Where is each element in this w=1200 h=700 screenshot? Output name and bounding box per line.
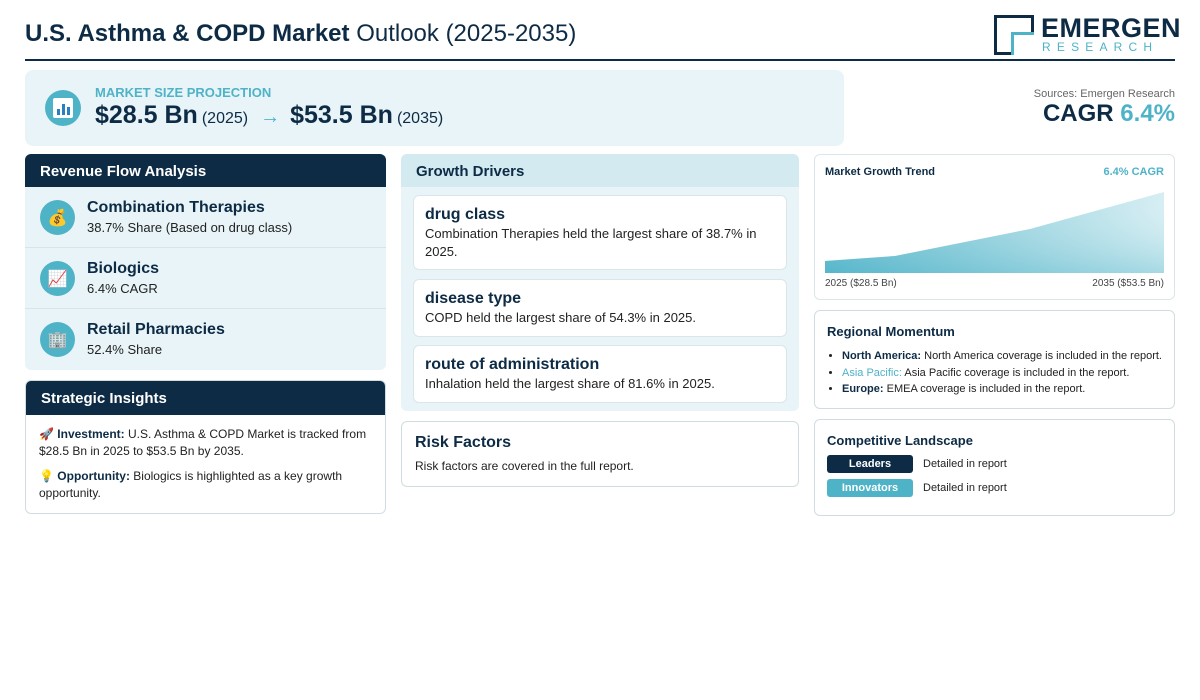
growth-drivers-title: Growth Drivers xyxy=(401,154,799,187)
sources-text: Sources: Emergen Research xyxy=(1033,88,1175,100)
page-title: U.S. Asthma & COPD Market Outlook (2025-… xyxy=(25,20,576,48)
list-item: Europe: EMEA coverage is included in the… xyxy=(842,381,1162,398)
page-header: U.S. Asthma & COPD Market Outlook (2025-… xyxy=(25,12,1181,61)
building-icon: 🏢 xyxy=(40,322,75,357)
chart-up-icon: 📈 xyxy=(40,261,75,296)
driver-card: drug class Combination Therapies held th… xyxy=(413,195,787,270)
money-bag-icon: 💰 xyxy=(40,200,75,235)
market-growth-trend-panel: Market Growth Trend 6.4% CAGR 2025 ($28.… xyxy=(814,154,1175,300)
rev-item-title: Biologics xyxy=(87,260,160,277)
logo-name: EMERGEN xyxy=(1041,13,1182,43)
risk-factors-title: Risk Factors xyxy=(415,434,512,451)
bar-chart-icon xyxy=(45,90,81,126)
list-item: 🏢 Retail Pharmacies 52.4% Share xyxy=(25,309,386,370)
rev-item-sub: 52.4% Share xyxy=(87,342,163,357)
rev-item-sub: 38.7% Share (Based on drug class) xyxy=(87,220,293,235)
projection-label: MARKET SIZE PROJECTION xyxy=(95,85,272,100)
arrow-right-icon: → xyxy=(260,106,281,128)
innovators-text: Detailed in report xyxy=(923,482,1007,494)
list-item: 📈 Biologics 6.4% CAGR xyxy=(25,248,386,309)
projection-values: $28.5 Bn (2025) → $53.5 Bn (2035) xyxy=(95,101,443,130)
end-year: (2035) xyxy=(396,110,444,127)
opportunity-label: Opportunity: xyxy=(57,469,130,483)
title-bold: U.S. Asthma & COPD Market xyxy=(25,20,350,47)
leaders-text: Detailed in report xyxy=(923,458,1007,470)
competitive-landscape-panel: Competitive Landscape Leaders Detailed i… xyxy=(814,419,1175,516)
start-year: (2025) xyxy=(201,110,249,127)
driver-title: disease type xyxy=(425,290,522,307)
opportunity-insight: 💡 Opportunity: Biologics is highlighted … xyxy=(26,468,385,502)
growth-area-chart xyxy=(825,192,1164,273)
driver-title: drug class xyxy=(425,206,506,223)
rev-item-title: Retail Pharmacies xyxy=(87,321,225,338)
start-value: $28.5 Bn xyxy=(95,101,198,129)
rocket-icon: 🚀 xyxy=(39,427,54,441)
emergen-logo: EMERGEN RESEARCH xyxy=(994,13,1181,56)
driver-card: route of administration Inhalation held … xyxy=(413,345,787,403)
strategic-insights-title: Strategic Insights xyxy=(26,381,385,415)
cagr-value: 6.4% xyxy=(1120,100,1175,127)
driver-text: Inhalation held the largest share of 81.… xyxy=(425,376,715,391)
list-item: 💰 Combination Therapies 38.7% Share (Bas… xyxy=(25,187,386,248)
market-size-banner: MARKET SIZE PROJECTION $28.5 Bn (2025) → $5… xyxy=(25,70,844,146)
leaders-badge: Leaders xyxy=(827,455,913,473)
trend-cagr: 6.4% CAGR xyxy=(1103,166,1164,178)
cagr-label: CAGR xyxy=(1042,100,1114,127)
driver-text: COPD held the largest share of 54.3% in … xyxy=(425,310,696,325)
region-name: Europe: xyxy=(842,383,884,395)
driver-text: Combination Therapies held the largest s… xyxy=(425,226,757,259)
rev-item-title: Combination Therapies xyxy=(87,199,265,216)
region-list: North America: North America coverage is… xyxy=(842,348,1162,398)
lightbulb-icon: 💡 xyxy=(39,469,54,483)
trend-end-label: 2035 ($53.5 Bn) xyxy=(1092,278,1164,289)
list-item: Asia Pacific: Asia Pacific coverage is i… xyxy=(842,365,1162,382)
risk-factors-panel: Risk Factors Risk factors are covered in… xyxy=(401,421,799,487)
driver-card: disease type COPD held the largest share… xyxy=(413,279,787,337)
driver-title: route of administration xyxy=(425,356,600,373)
strategic-insights-panel: Strategic Insights 🚀 Investment: U.S. As… xyxy=(25,380,386,514)
regional-momentum-panel: Regional Momentum North America: North A… xyxy=(814,310,1175,409)
region-text: EMEA coverage is included in the report. xyxy=(886,383,1086,395)
revenue-flow-title: Revenue Flow Analysis xyxy=(25,154,386,187)
regional-momentum-title: Regional Momentum xyxy=(827,324,955,339)
title-rest: Outlook (2025-2035) xyxy=(356,20,577,47)
trend-start-label: 2025 ($28.5 Bn) xyxy=(825,278,897,289)
rev-item-sub: 6.4% CAGR xyxy=(87,281,158,296)
risk-factors-text: Risk factors are covered in the full rep… xyxy=(415,459,634,473)
opportunity-text: Biologics is highlighted as a key growth… xyxy=(39,469,343,500)
region-text: North America coverage is included in th… xyxy=(924,350,1162,362)
trend-title: Market Growth Trend xyxy=(825,166,936,178)
list-item: North America: North America coverage is… xyxy=(842,348,1162,365)
cagr-display: CAGR 6.4% xyxy=(1043,100,1175,128)
logo-mark-icon xyxy=(994,15,1034,55)
end-value: $53.5 Bn xyxy=(290,101,393,129)
region-name: Asia Pacific: xyxy=(842,366,902,379)
innovators-badge: Innovators xyxy=(827,479,913,497)
investment-insight: 🚀 Investment: U.S. Asthma & COPD Market … xyxy=(26,426,385,460)
investment-text: U.S. Asthma & COPD Market is tracked fro… xyxy=(39,427,367,458)
competitive-landscape-title: Competitive Landscape xyxy=(827,433,973,448)
logo-sub: RESEARCH xyxy=(1042,40,1159,54)
revenue-flow-panel: Revenue Flow Analysis 💰 Combination Ther… xyxy=(25,154,386,370)
investment-label: Investment: xyxy=(57,427,125,441)
growth-drivers-panel: Growth Drivers drug class Combination Th… xyxy=(401,154,799,411)
region-text: Asia Pacific coverage is included in the… xyxy=(904,366,1130,379)
region-name: North America: xyxy=(842,350,922,362)
